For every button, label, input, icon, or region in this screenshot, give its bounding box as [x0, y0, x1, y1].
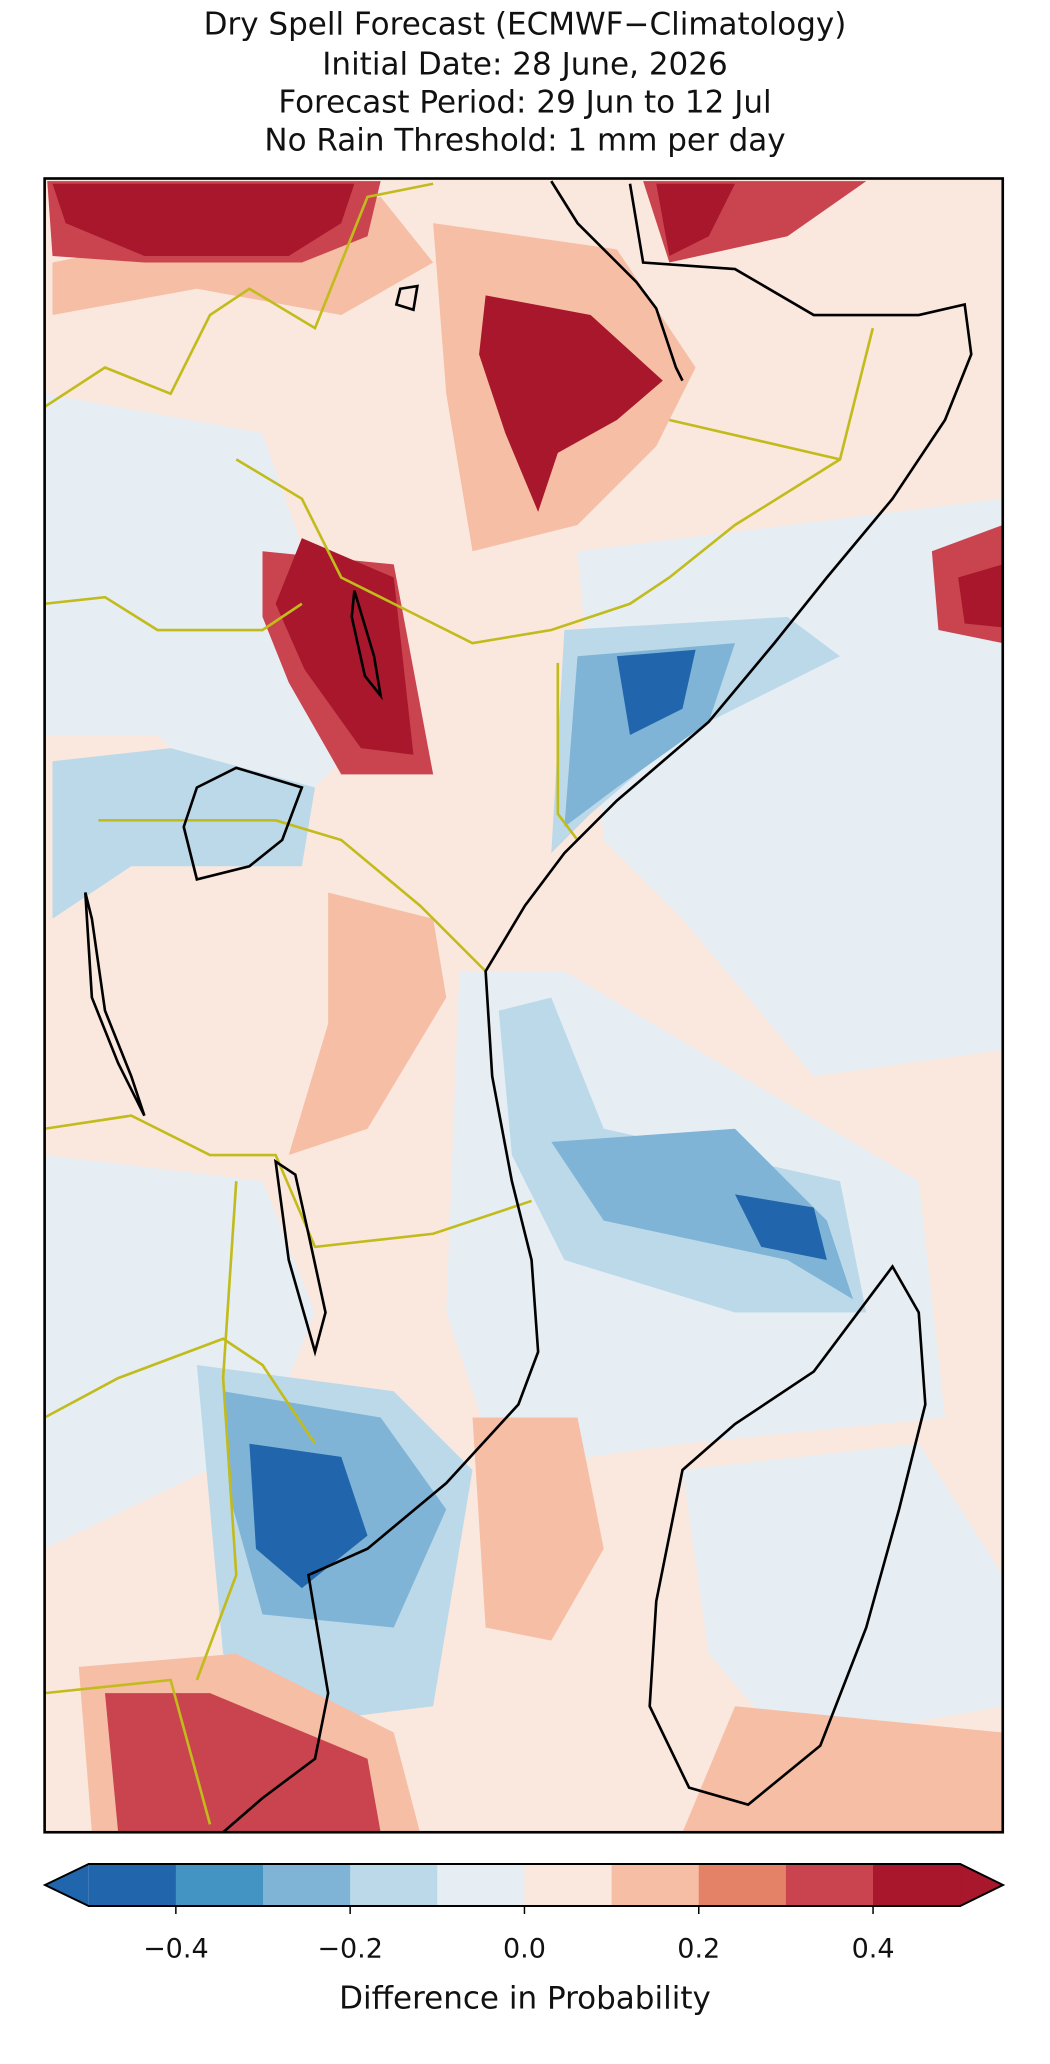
colorbar-tick-label: −0.2 — [317, 1934, 383, 1965]
map-frame — [43, 177, 1005, 1834]
colorbar-tick-label: 0.4 — [852, 1934, 895, 1965]
colorbar-label: Difference in Probability — [339, 1981, 711, 2017]
colorbar-bin — [611, 1864, 700, 1906]
coastlines — [84, 180, 973, 1833]
title-line: Forecast Period: 29 Jun to 12 Jul — [278, 85, 771, 121]
colorbar-outline — [42, 1863, 1006, 1907]
colorbar-tick-label: 0.0 — [503, 1934, 546, 1965]
colorbar-extend-high — [960, 1864, 1003, 1906]
map — [43, 177, 1005, 1834]
title-line: No Rain Threshold: 1 mm per day — [264, 123, 785, 159]
colorbar-bin — [873, 1864, 961, 1906]
colorbar-bin — [263, 1864, 351, 1906]
colorbar-tick-label: −0.4 — [143, 1934, 209, 1965]
colorbar-bin — [437, 1864, 525, 1906]
field-patches — [44, 181, 1003, 1833]
colorbar-bin — [350, 1864, 438, 1906]
colorbar-bin — [175, 1864, 264, 1906]
colorbar-bin — [698, 1864, 787, 1906]
borders — [44, 182, 875, 1825]
colorbar-tick-label: 0.2 — [677, 1934, 720, 1965]
title-line: Dry Spell Forecast (ECMWF−Climatology) — [204, 7, 847, 43]
colorbar-bin — [785, 1864, 874, 1906]
colorbar-bin — [88, 1864, 177, 1906]
title-line: Initial Date: 28 June, 2026 — [322, 47, 727, 83]
colorbar-extend-low — [45, 1864, 89, 1906]
colorbar-bin — [524, 1864, 613, 1906]
